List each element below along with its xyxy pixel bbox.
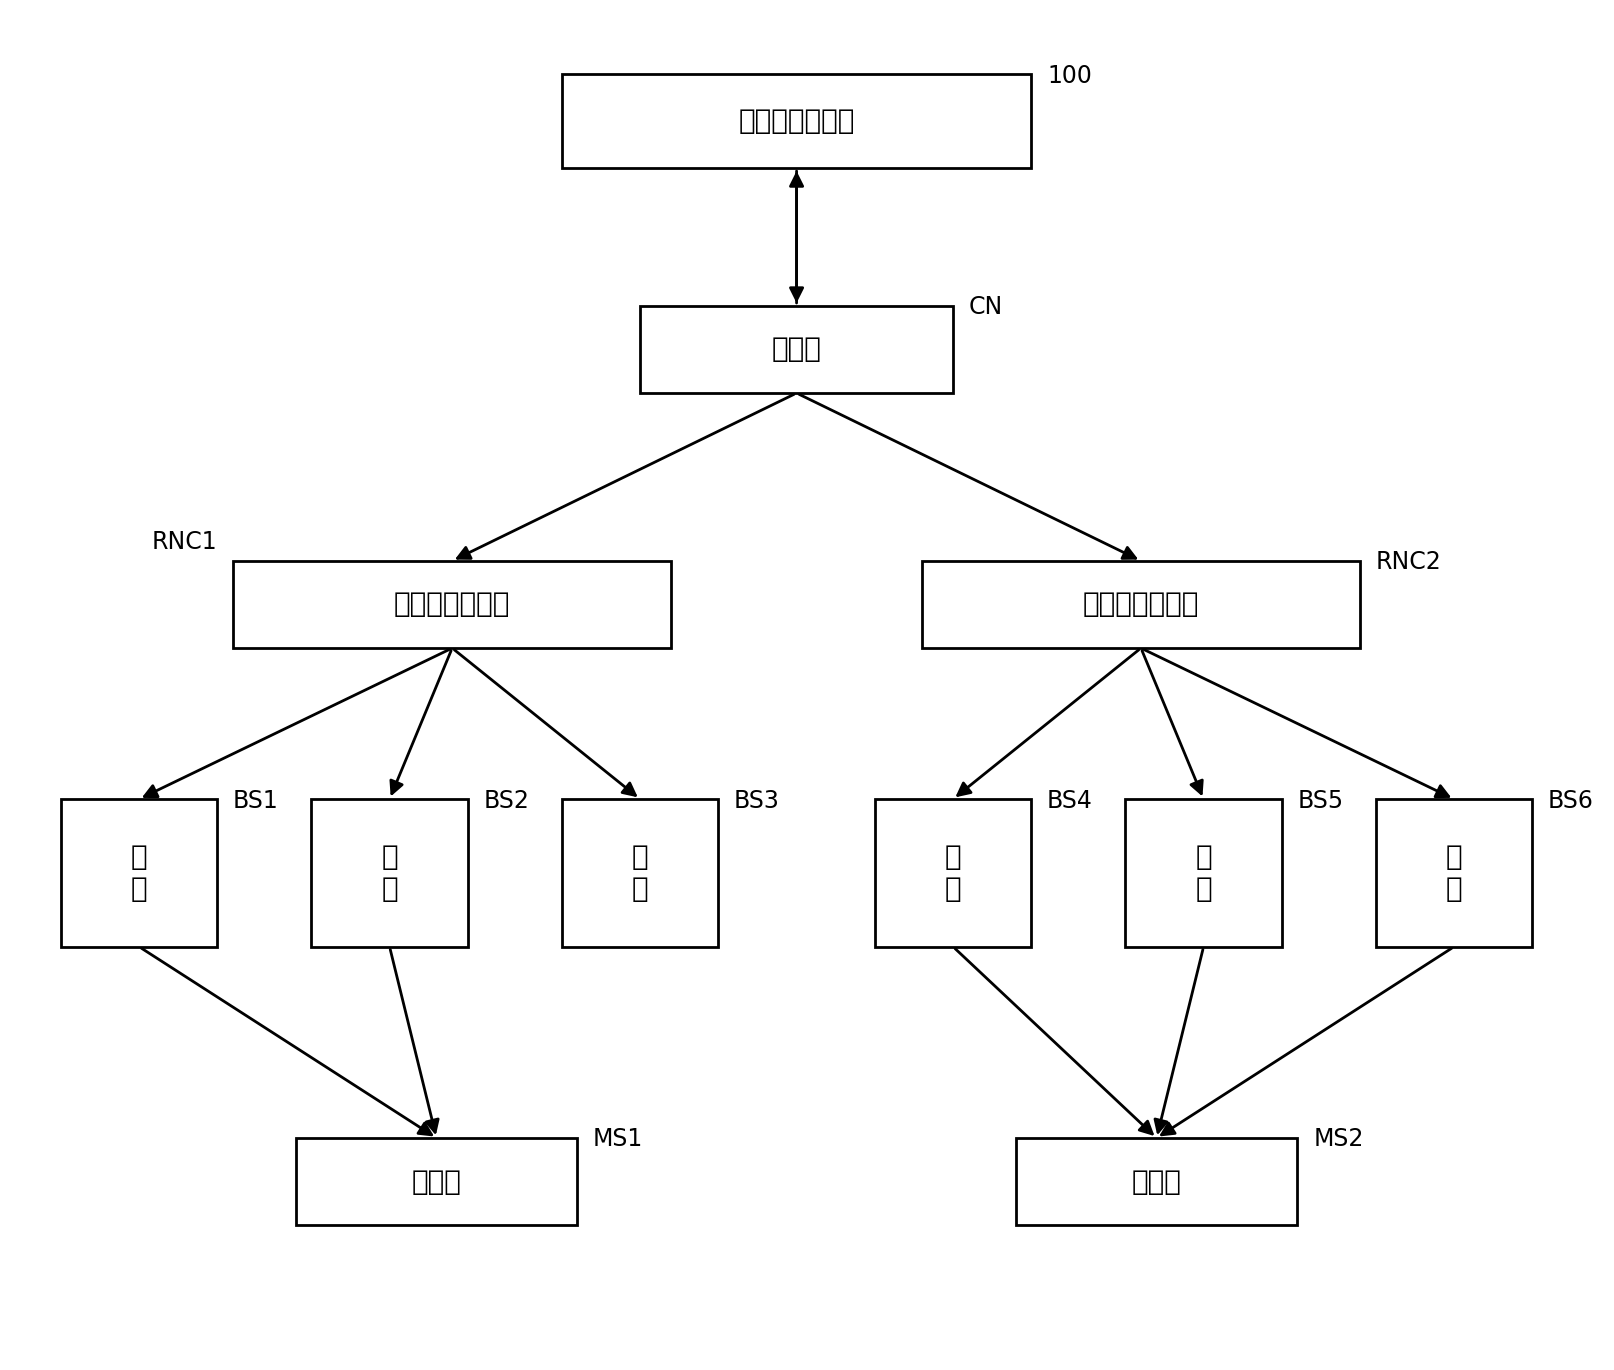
Text: 100: 100	[1047, 64, 1093, 88]
Text: 核心网: 核心网	[771, 336, 822, 363]
Bar	[1375, 799, 1532, 947]
Text: 无线网络控制器: 无线网络控制器	[1083, 590, 1199, 618]
Text: RNC2: RNC2	[1375, 551, 1441, 574]
Bar	[61, 799, 218, 947]
Bar	[232, 560, 671, 648]
Text: BS5: BS5	[1298, 789, 1343, 812]
Text: 基
站: 基 站	[631, 843, 649, 903]
Text: 移动台: 移动台	[1131, 1167, 1181, 1196]
Text: RNC1: RNC1	[152, 530, 218, 553]
Text: 无线网络控制器: 无线网络控制器	[394, 590, 510, 618]
Bar	[562, 799, 718, 947]
Text: BS4: BS4	[1047, 789, 1093, 812]
Text: 基
站: 基 站	[1446, 843, 1462, 903]
Bar	[875, 799, 1031, 947]
Bar	[922, 560, 1361, 648]
Bar	[1125, 799, 1282, 947]
Text: CN: CN	[968, 296, 1002, 319]
Text: BS6: BS6	[1548, 789, 1593, 812]
Text: BS1: BS1	[232, 789, 279, 812]
Text: 基
站: 基 站	[131, 843, 147, 903]
Bar	[312, 799, 468, 947]
Bar	[295, 1138, 578, 1225]
Text: 基
站: 基 站	[944, 843, 962, 903]
Text: MS2: MS2	[1314, 1128, 1364, 1151]
Text: 连接到其他网站: 连接到其他网站	[738, 107, 855, 136]
Bar	[1015, 1138, 1298, 1225]
Text: 移动台: 移动台	[412, 1167, 462, 1196]
Bar	[562, 74, 1031, 169]
Text: BS2: BS2	[484, 789, 529, 812]
Text: MS1: MS1	[592, 1128, 644, 1151]
Text: 基
站: 基 站	[381, 843, 399, 903]
Text: 基
站: 基 站	[1196, 843, 1212, 903]
Text: BS3: BS3	[734, 789, 780, 812]
Bar	[641, 306, 954, 393]
